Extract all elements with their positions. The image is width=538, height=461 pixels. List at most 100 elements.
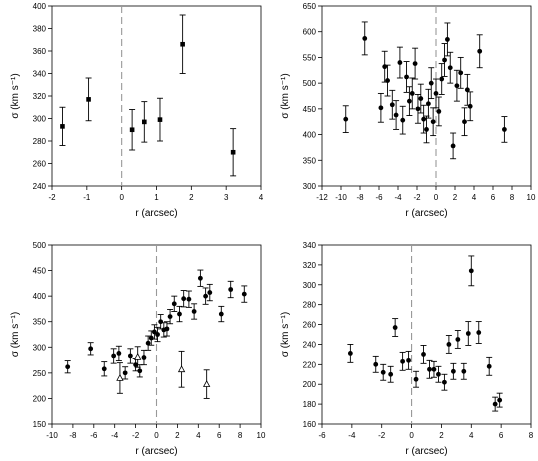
marker-circle: [477, 48, 483, 54]
marker-circle: [502, 127, 507, 132]
marker-circle: [378, 105, 384, 111]
data-point: [115, 345, 122, 362]
marker-square: [60, 124, 65, 129]
marker-circle: [171, 301, 177, 307]
marker-circle: [418, 96, 424, 101]
marker-circle: [362, 36, 368, 41]
data-point: [179, 14, 186, 74]
marker-circle: [392, 325, 398, 330]
marker-circle: [421, 351, 426, 357]
x-tick-label: -8: [69, 431, 77, 440]
chart-panel-4: 160 180 200 220 240 260 280 300 320 340 -6 -4 -2 0 2 4 6…: [280, 241, 534, 457]
marker-square: [157, 117, 163, 122]
x-tick-label: 8: [238, 431, 243, 440]
chart-panel-1: 240 260 280 300 320 340 360 380 400 -2 -1 0 1 2 3 4 r (a…: [10, 2, 264, 219]
marker-circle: [347, 350, 353, 356]
data-point: [438, 63, 445, 95]
data-point: [476, 34, 483, 69]
data-point: [110, 348, 117, 364]
y-tick-label: 260: [33, 160, 47, 169]
data-point: [180, 290, 187, 308]
data-point: [399, 105, 406, 135]
marker-circle: [141, 355, 147, 360]
x-tick-label: -4: [348, 431, 356, 440]
marker-circle: [450, 368, 456, 374]
data-point: [464, 73, 471, 106]
data-point: [450, 132, 457, 160]
data-point: [377, 92, 384, 123]
data-point: [154, 326, 161, 343]
data-point: [447, 51, 454, 84]
marker-circle: [497, 397, 503, 403]
x-tick-label: 4: [259, 193, 264, 202]
data-point: [227, 280, 234, 299]
data-point: [461, 107, 468, 137]
marker-circle: [413, 376, 419, 382]
marker-circle: [458, 70, 464, 76]
data-point: [116, 362, 124, 394]
y-tick-label: 280: [33, 137, 47, 146]
marker-square: [180, 41, 185, 47]
marker-circle: [101, 366, 107, 372]
y-tick-label: 340: [303, 241, 317, 250]
y-tick-label: 250: [33, 369, 47, 378]
data-point: [372, 355, 379, 373]
marker-circle: [442, 57, 447, 63]
x-tick-label: -4: [111, 431, 119, 440]
data-point: [157, 314, 164, 330]
data-point: [417, 83, 424, 114]
marker-circle: [385, 78, 390, 83]
x-tick-label: -4: [394, 193, 402, 202]
data-point: [496, 392, 503, 408]
marker-circle: [137, 368, 143, 374]
data-point: [467, 91, 474, 122]
marker-circle: [400, 117, 406, 123]
y-tick-label: 450: [303, 105, 317, 114]
marker-circle: [404, 74, 409, 80]
marker-circle: [177, 311, 182, 317]
data-point: [380, 363, 387, 381]
y-tick-label: 200: [303, 380, 317, 389]
data-point: [176, 305, 183, 323]
data-point: [141, 101, 148, 143]
data-point: [347, 343, 354, 363]
marker-open-triangle: [177, 365, 186, 373]
data-point: [393, 100, 400, 130]
y-tick-label: 350: [303, 156, 317, 165]
x-tick-label: 0: [154, 431, 159, 440]
marker-circle: [439, 76, 445, 82]
data-point: [430, 107, 437, 137]
x-tick-label: 2: [439, 431, 444, 440]
chart-panel-2: 300 350 400 450 500 550 600 650 -12 -10 -8 -6 -4 -2 0 2…: [280, 2, 536, 219]
x-tick-label: -8: [356, 193, 364, 202]
x-tick-label: 10: [257, 431, 266, 440]
plot-frame: [321, 5, 532, 187]
y-tick-label: 340: [33, 70, 47, 79]
x-tick-label: -10: [335, 193, 347, 202]
y-tick-label: 200: [33, 394, 47, 403]
marker-circle: [164, 326, 170, 332]
data-point: [492, 396, 499, 412]
data-point: [413, 370, 420, 388]
x-tick-label: 6: [499, 431, 504, 440]
data-point: [444, 22, 451, 57]
x-tick-label: 6: [491, 193, 496, 202]
y-tick-label: 320: [303, 261, 317, 270]
data-point: [468, 255, 475, 287]
x-axis-title: r (arcsec): [135, 446, 177, 457]
marker-circle: [430, 119, 436, 125]
chart-panel-3: 150 200 250 300 350 400 450 500 -10 -8 -6 -4 -2 0 2 4 6 8…: [10, 241, 266, 457]
data-point: [230, 128, 237, 177]
marker-circle: [191, 309, 197, 314]
data-point: [435, 365, 442, 383]
marker-circle: [116, 351, 122, 356]
y-tick-label: 350: [33, 318, 47, 327]
data-point: [171, 295, 178, 312]
marker-circle: [197, 275, 203, 281]
data-point: [191, 303, 198, 320]
data-point: [406, 86, 413, 116]
data-point: [475, 321, 482, 344]
data-point: [202, 287, 209, 305]
data-point: [134, 346, 142, 368]
